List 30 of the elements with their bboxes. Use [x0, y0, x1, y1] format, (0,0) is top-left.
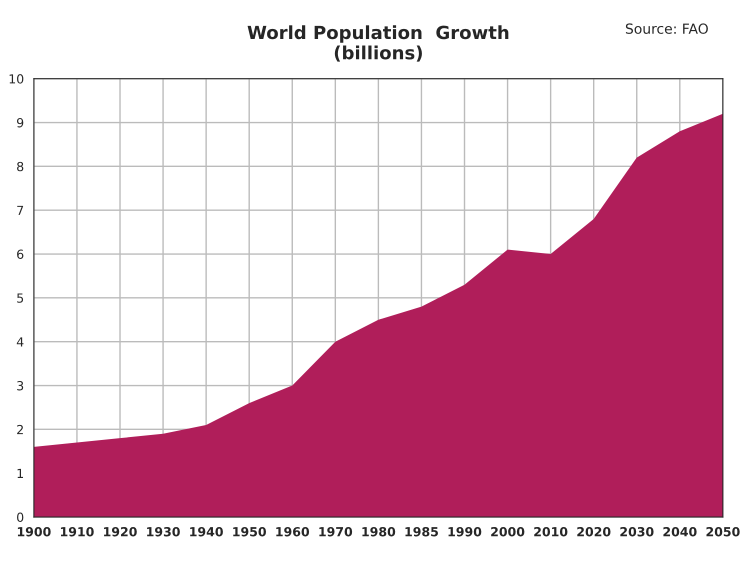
source-note: Source: FAO	[626, 23, 708, 34]
y-tick-label: 2	[17, 424, 23, 434]
x-tick-label: 1920	[104, 526, 137, 536]
y-tick-label: 7	[17, 206, 24, 215]
y-tick-label: 4	[16, 337, 24, 346]
x-tick-label: 2030	[620, 526, 654, 536]
y-tick-label: 5	[17, 293, 24, 303]
x-tick-label: 1910	[60, 526, 94, 536]
x-tick-label: 1900	[18, 526, 51, 536]
x-tick-label: 1960	[276, 526, 310, 536]
y-tick-label: 8	[17, 162, 24, 172]
x-tick-label: 1980	[362, 526, 396, 536]
x-tick-label: 1950	[233, 526, 266, 536]
x-tick-label: 1970	[319, 526, 352, 536]
x-tick-label: 1930	[147, 526, 180, 536]
x-tick-label: 2050	[706, 526, 740, 536]
x-tick-label: 1985	[405, 526, 438, 536]
y-tick-label: 10	[10, 74, 24, 84]
x-tick-label: 2040	[663, 526, 697, 536]
y-tick-label: 9	[16, 118, 24, 128]
y-tick-label: 3	[17, 381, 24, 390]
x-tick-label: 2020	[577, 526, 610, 536]
x-tick-label: 1990	[448, 526, 482, 536]
x-tick-label: 2000	[491, 526, 524, 536]
y-tick-label: 1	[18, 468, 24, 478]
y-tick-label: 0	[17, 512, 24, 522]
chart-title: World Population Growth (billions)	[248, 25, 508, 62]
x-tick-label: 2010	[534, 526, 568, 536]
x-tick-label: 1940	[190, 526, 223, 536]
y-tick-label: 6	[17, 249, 24, 259]
